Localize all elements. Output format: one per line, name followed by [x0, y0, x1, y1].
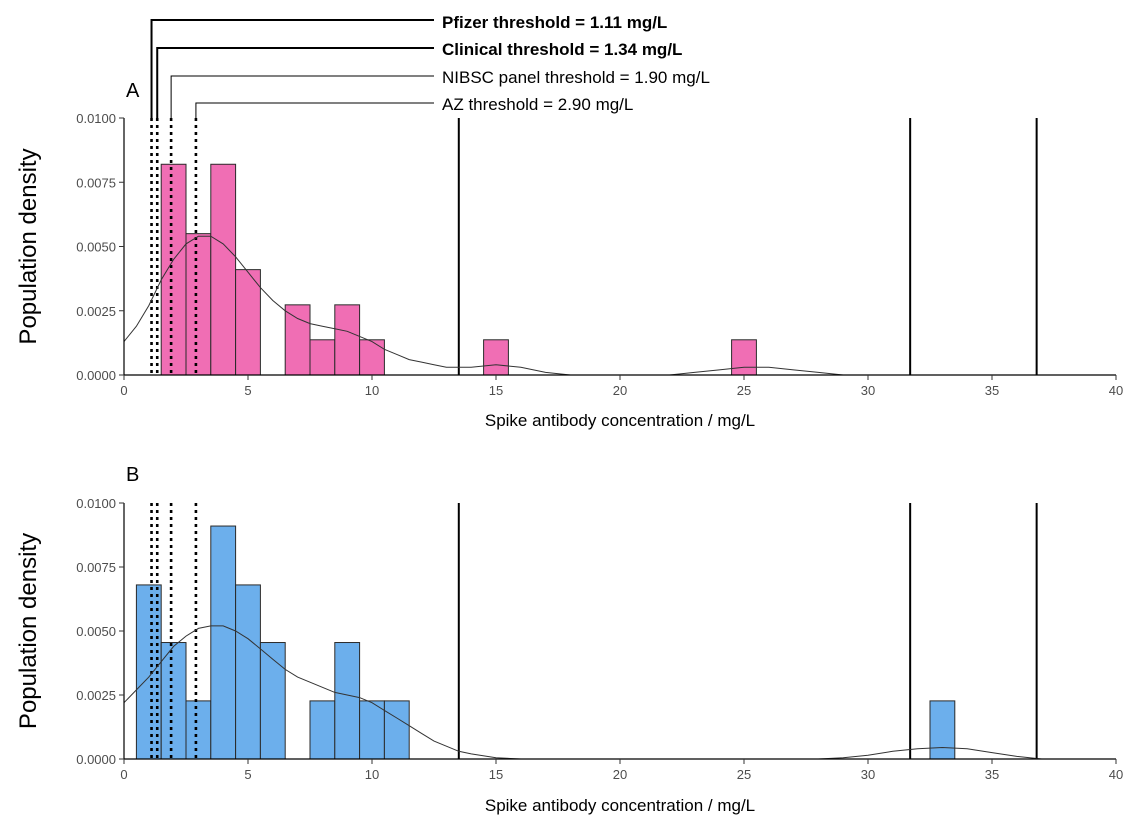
x-tick-label: 10 [365, 383, 379, 398]
y-tick-label: 0.0075 [76, 560, 116, 575]
x-tick-label: 40 [1109, 767, 1123, 782]
histogram-bar [334, 642, 361, 760]
histogram-bar [359, 700, 385, 760]
histogram-bar [309, 700, 336, 760]
y-axis-title: Population density [15, 148, 42, 344]
annotation-leader-line [195, 102, 434, 118]
panel-a: 0 5 10 15 20 25 30 35 40 0.0000 0.0025 0.0050 0.0075… [15, 80, 1123, 430]
annotation-label: Clinical threshold = 1.34 mg/L [442, 40, 682, 59]
histogram-bar [929, 700, 956, 760]
x-tick-label: 25 [737, 767, 751, 782]
annotation-leader-line [170, 75, 434, 118]
x-tick-label: 25 [737, 383, 751, 398]
histogram-bar [284, 304, 311, 376]
y-tick-label: 0.0025 [76, 688, 116, 703]
histogram-bar [235, 584, 261, 760]
annotation-label: Pfizer threshold = 1.11 mg/L [442, 13, 667, 32]
x-tick-label: 10 [365, 767, 379, 782]
histogram-bar [309, 339, 336, 376]
y-tick-label: 0.0050 [76, 240, 116, 255]
histogram-bar [731, 339, 757, 376]
panel-label: A [126, 80, 140, 102]
y-tick-label: 0.0000 [76, 368, 116, 383]
x-tick-label: 0 [120, 383, 127, 398]
x-tick-label: 20 [613, 383, 627, 398]
density-curve [123, 625, 1042, 760]
x-axis-title: Spike antibody concentration / mg/L [485, 411, 755, 430]
x-tick-label: 30 [861, 383, 875, 398]
y-tick-label: 0.0025 [76, 304, 116, 319]
y-axis-title: Population density [15, 533, 42, 729]
histogram-bar [483, 339, 509, 376]
histogram-bar [160, 642, 187, 760]
x-tick-label: 15 [489, 383, 503, 398]
x-tick-label: 30 [861, 767, 875, 782]
annotation-leader-line [156, 47, 434, 118]
x-axis-title: Spike antibody concentration / mg/L [485, 796, 755, 815]
x-tick-label: 0 [120, 767, 127, 782]
x-tick-label: 5 [244, 383, 251, 398]
x-tick-label: 5 [244, 767, 251, 782]
annotation-label: NIBSC panel threshold = 1.90 mg/L [442, 68, 710, 87]
y-tick-label: 0.0000 [76, 752, 116, 767]
histogram-bar [160, 163, 187, 376]
histogram-bar [383, 700, 410, 760]
panel-b: 0 5 10 15 20 25 30 35 40 0.0000 0.0025 0.0050 0.0075… [15, 464, 1123, 815]
y-tick-label: 0.0100 [76, 111, 116, 126]
y-tick-label: 0.0050 [76, 624, 116, 639]
panel-label: B [126, 464, 139, 486]
histogram-bar [334, 304, 361, 376]
histogram-bar [185, 700, 212, 760]
histogram-bar [235, 269, 261, 376]
x-tick-label: 35 [985, 383, 999, 398]
threshold-annotations: Pfizer threshold = 1.11 mg/L Clinical thr… [150, 13, 710, 118]
histogram-bar [359, 339, 385, 376]
histogram-bar [259, 642, 286, 760]
x-tick-label: 20 [613, 767, 627, 782]
y-tick-label: 0.0075 [76, 175, 116, 190]
annotation-leader-line [150, 19, 434, 118]
x-tick-label: 15 [489, 767, 503, 782]
histogram-bar [210, 525, 237, 760]
x-tick-label: 35 [985, 767, 999, 782]
x-tick-label: 40 [1109, 383, 1123, 398]
histogram-bar [185, 233, 212, 376]
y-tick-label: 0.0100 [76, 496, 116, 511]
annotation-label: AZ threshold = 2.90 mg/L [442, 95, 633, 114]
histogram-bar [210, 163, 237, 376]
